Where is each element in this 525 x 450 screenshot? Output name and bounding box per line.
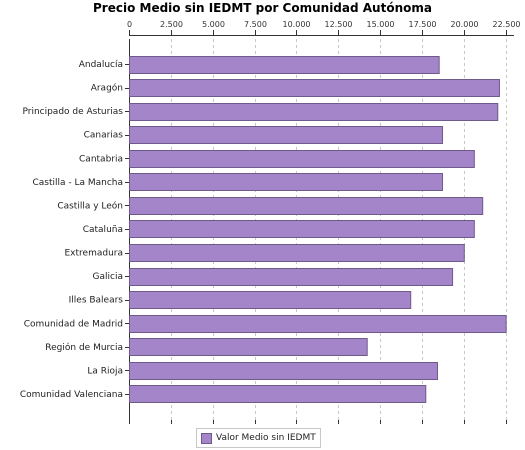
category-label: Galicia — [93, 272, 123, 282]
category-label: Castilla y León — [57, 200, 123, 211]
category-label: Comunidad de Madrid — [24, 319, 123, 329]
x-tick-label: 17.500 — [409, 20, 437, 29]
chart-title: Precio Medio sin IEDMT por Comunidad Aut… — [93, 1, 432, 15]
category-label: Cantabria — [79, 154, 123, 164]
x-tick-label: 12.500 — [325, 20, 353, 29]
x-tick-label: 5.000 — [202, 20, 225, 29]
bar — [129, 197, 484, 215]
x-tick-label: 22.500 — [493, 20, 521, 29]
x-tick-label: 10.000 — [283, 20, 311, 29]
legend-label: Valor Medio sin IEDMT — [216, 433, 316, 443]
bar — [129, 385, 427, 403]
bar — [129, 126, 444, 144]
category-label: La Rioja — [87, 366, 123, 376]
bar — [129, 56, 440, 74]
bar — [129, 291, 412, 309]
category-label: Canarias — [84, 131, 124, 141]
bar — [129, 338, 368, 356]
category-label: Región de Murcia — [45, 342, 123, 353]
x-tick-label: 2.500 — [160, 20, 183, 29]
bar — [129, 79, 500, 97]
x-tick-label: 15.000 — [367, 20, 395, 29]
category-label: Illes Balears — [69, 296, 124, 306]
x-tick-label: 20.000 — [451, 20, 479, 29]
bar — [129, 315, 507, 333]
bar — [129, 173, 444, 191]
bar — [129, 220, 475, 238]
category-label: Principado de Asturias — [22, 107, 123, 117]
category-label: Aragón — [91, 83, 123, 94]
category-label: Andalucía — [79, 60, 123, 70]
bar — [129, 103, 499, 121]
bar — [129, 244, 465, 262]
category-label: Extremadura — [65, 249, 124, 259]
x-tick-label: 0 — [127, 20, 132, 29]
category-label: Castilla - La Mancha — [32, 178, 123, 188]
category-label: Cataluña — [83, 225, 123, 235]
legend: Valor Medio sin IEDMT — [196, 428, 321, 448]
bar — [129, 268, 454, 286]
bar — [129, 362, 438, 380]
legend-swatch — [201, 432, 212, 444]
bar — [129, 150, 475, 168]
category-label: Comunidad Valenciana — [20, 390, 123, 400]
x-tick-label: 7.500 — [244, 20, 267, 29]
